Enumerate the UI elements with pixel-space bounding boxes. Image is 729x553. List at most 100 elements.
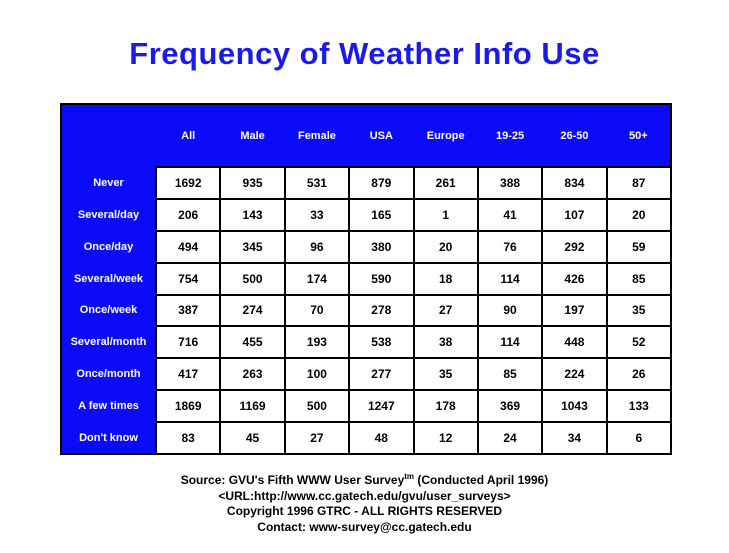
footer-source-line: Source: GVU's Fifth WWW User Surveytm (C… [0,469,729,489]
data-cell: 6 [605,421,673,455]
data-cell: 34 [541,421,608,455]
column-header-all: All [181,129,196,142]
data-cell: 24 [476,421,544,455]
data-cell: 41 [476,197,544,232]
footer-url-line: <URL:http://www.cc.gatech.edu/gvu/user_s… [218,488,511,503]
data-cell: 174 [283,261,351,296]
row-label: Several/month [70,336,147,349]
data-cell: 879 [348,166,415,200]
table-row: Once/month 417 263 100 277 35 85 224 26 [61,357,673,392]
data-cell: 417 [154,357,222,392]
data-cell: 345 [219,229,286,264]
data-cell: 197 [541,293,608,328]
row-label: Once/day [83,240,134,253]
data-cell: 1869 [154,389,222,423]
data-cell: 48 [348,421,415,455]
table-row: Several/week 754 500 174 590 18 114 426 85 [61,261,673,296]
table-header-row: All Male Female USA Europe 19-25 26-50 50+ [61,104,671,167]
data-cell: 500 [219,261,286,296]
data-cell: 114 [476,261,544,296]
data-cell: 1692 [154,166,222,200]
data-cell: 531 [283,166,351,200]
row-label: Don't know [79,431,138,444]
data-cell: 90 [476,293,544,328]
footer-source-prefix: Source: GVU's Fifth WWW User Survey [180,473,405,487]
page-title: Frequency of Weather Info Use [129,36,600,71]
data-cell: 20 [605,197,673,232]
data-cell: 494 [154,229,222,264]
data-cell: 35 [412,357,479,392]
table-body: Never 1692 935 531 879 261 388 834 87 Several/day… [61,166,673,455]
data-cell: 1 [412,197,479,232]
column-header-26-50: 26-50 [560,129,589,142]
data-cell: 27 [283,421,351,455]
table-row: Several/month 716 455 193 538 38 114 448 52 [61,325,673,360]
table-row: Once/day 494 345 96 380 20 76 292 59 [61,229,673,264]
row-label: Once/month [76,368,141,381]
data-cell: 96 [283,229,351,264]
data-cell: 87 [605,166,673,200]
data-cell: 52 [605,325,673,360]
data-cell: 935 [219,166,286,200]
data-cell: 133 [605,389,673,423]
column-header-female: Female [297,129,336,142]
data-cell: 500 [283,389,351,423]
column-header-19-25: 19-25 [495,129,525,142]
data-cell: 83 [154,421,222,455]
row-label: Several/week [73,272,144,285]
corner-cell [61,104,156,167]
data-cell: 448 [541,325,608,360]
data-cell: 426 [541,261,608,296]
footer-copyright-line: Copyright 1996 GTRC - ALL RIGHTS RESERVE… [226,504,503,518]
footer: Source: GVU's Fifth WWW User Surveytm (C… [0,469,729,535]
footer-trademark: tm [404,472,415,481]
data-cell: 278 [348,293,415,328]
row-label: Once/week [79,304,138,317]
column-header-50-: 50+ [628,129,648,142]
data-cell: 178 [412,389,479,423]
data-cell: 27 [412,293,479,328]
footer-source-suffix: (Conducted April 1996) [414,473,549,487]
data-cell: 35 [605,293,673,328]
data-cell: 114 [476,325,544,360]
data-cell: 165 [348,197,415,232]
data-cell: 85 [476,357,544,392]
data-cell: 387 [154,293,222,328]
data-cell: 107 [541,197,608,232]
data-cell: 538 [348,325,415,360]
data-cell: 224 [541,357,608,392]
data-cell: 1247 [348,389,415,423]
data-cell: 261 [412,166,479,200]
data-cell: 206 [154,197,222,232]
data-cell: 76 [476,229,544,264]
row-label: Several/day [77,208,140,221]
column-header-usa: USA [369,129,393,142]
data-cell: 292 [541,229,608,264]
row-label: Never [93,176,124,189]
data-cell: 754 [154,261,222,296]
data-cell: 70 [283,293,351,328]
data-cell: 380 [348,229,415,264]
data-cell: 59 [605,229,673,264]
data-cell: 45 [219,421,286,455]
data-cell: 20 [412,229,479,264]
data-cell: 455 [219,325,286,360]
data-cell: 1043 [541,389,608,423]
data-cell: 388 [476,166,544,200]
data-cell: 263 [219,357,286,392]
data-cell: 12 [412,421,479,455]
frequency-table: All Male Female USA Europe 19-25 26-50 50+ Neve… [60,103,673,455]
data-cell: 716 [154,325,222,360]
table-row: A few times 1869 1169 500 1247 178 369 1043 133 [61,389,673,423]
data-cell: 1169 [219,389,286,423]
data-cell: 369 [476,389,544,423]
data-cell: 193 [283,325,351,360]
data-cell: 38 [412,325,479,360]
column-header-male: Male [240,129,265,142]
data-cell: 85 [605,261,673,296]
data-cell: 26 [605,357,673,392]
table-row: Never 1692 935 531 879 261 388 834 87 [61,166,673,200]
data-cell: 590 [348,261,415,296]
row-label: A few times [78,400,139,413]
data-cell: 834 [541,166,608,200]
